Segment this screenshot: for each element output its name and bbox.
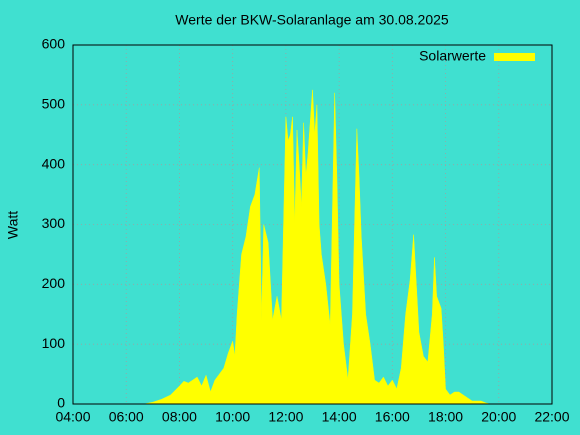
y-tick-label: 300 xyxy=(42,215,66,231)
x-tick-label: 10:00 xyxy=(215,409,250,425)
x-tick-label: 18:00 xyxy=(428,409,463,425)
y-axis-label: Watt xyxy=(5,211,21,239)
y-tick-label: 500 xyxy=(42,96,66,112)
legend-swatch xyxy=(494,53,535,61)
y-tick-label: 600 xyxy=(42,36,66,52)
x-tick-label: 14:00 xyxy=(322,409,357,425)
x-tick-label: 20:00 xyxy=(481,409,516,425)
x-tick-label: 04:00 xyxy=(55,409,90,425)
x-tick-label: 16:00 xyxy=(375,409,410,425)
plot-frame xyxy=(72,44,553,405)
y-tick-label: 0 xyxy=(57,395,65,411)
x-tick-label: 08:00 xyxy=(162,409,197,425)
chart-title: Werte der BKW-Solaranlage am 30.08.2025 xyxy=(175,12,449,28)
y-tick-label: 200 xyxy=(42,275,66,291)
x-tick-label: 12:00 xyxy=(268,409,303,425)
x-tick-label: 06:00 xyxy=(109,409,144,425)
area xyxy=(143,89,490,405)
y-tick-label: 400 xyxy=(42,155,66,171)
x-tick-label: 22:00 xyxy=(534,409,569,425)
legend-label: Solarwerte xyxy=(419,48,486,64)
y-tick-label: 100 xyxy=(42,335,66,351)
